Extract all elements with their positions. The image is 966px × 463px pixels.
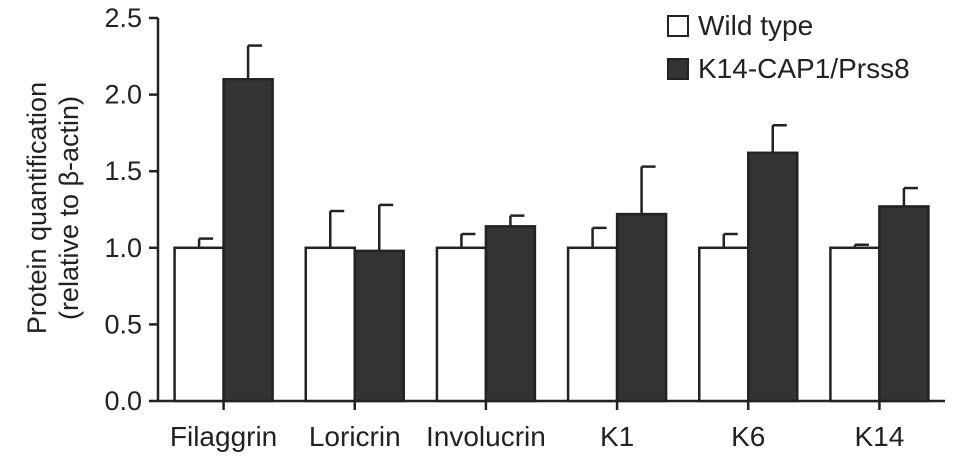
y-axis-title: Protein quantification (relative to β-ac… <box>22 82 84 334</box>
bar-wild-type <box>304 246 356 403</box>
bars <box>173 78 930 403</box>
bar-k14-cap1-prss8 <box>353 249 405 403</box>
bar-wild-type <box>829 246 881 403</box>
bar-wild-type <box>435 246 488 403</box>
bar-k14-cap1-prss8 <box>484 225 537 403</box>
x-category-label: K14 <box>855 421 905 452</box>
y-axis: 0.0 0.5 1.0 1.5 2.0 2.5 <box>104 3 160 416</box>
y-tick-label: 1.0 <box>104 233 142 263</box>
bar-wild-type <box>698 246 750 403</box>
x-category-label: Loricrin <box>309 421 401 452</box>
legend-label: Wild type <box>698 10 813 41</box>
y-tick-label: 1.5 <box>104 156 142 186</box>
x-axis: Filaggrin Loricrin Involucrin K1 K6 K14 <box>158 399 945 452</box>
legend-swatch-wild-type <box>667 15 689 37</box>
bar-k14-cap1-prss8 <box>615 212 668 403</box>
y-tick-label: 0.5 <box>104 309 142 339</box>
legend-swatch-k14-cap1-prss8 <box>667 58 689 80</box>
y-axis-title-line-1: Protein quantification <box>22 82 52 334</box>
x-category-label: K1 <box>600 421 634 452</box>
y-tick-label: 0.0 <box>104 386 142 416</box>
bar-k14-cap1-prss8 <box>878 205 930 403</box>
y-tick-label: 2.5 <box>104 3 142 33</box>
legend-label: K14-CAP1/Prss8 <box>698 53 910 84</box>
error-bars <box>197 44 918 251</box>
y-tick-label: 2.0 <box>104 80 142 110</box>
x-category-label: Filaggrin <box>170 421 277 452</box>
bar-k14-cap1-prss8 <box>222 78 274 403</box>
x-category-label: K6 <box>731 421 765 452</box>
legend: Wild type K14-CAP1/Prss8 <box>667 10 910 84</box>
bar-wild-type <box>173 246 225 403</box>
x-category-label: Involucrin <box>426 421 546 452</box>
bar-k14-cap1-prss8 <box>747 151 799 403</box>
bar-wild-type <box>566 246 619 403</box>
y-axis-title-line-2: (relative to β-actin) <box>54 96 84 320</box>
